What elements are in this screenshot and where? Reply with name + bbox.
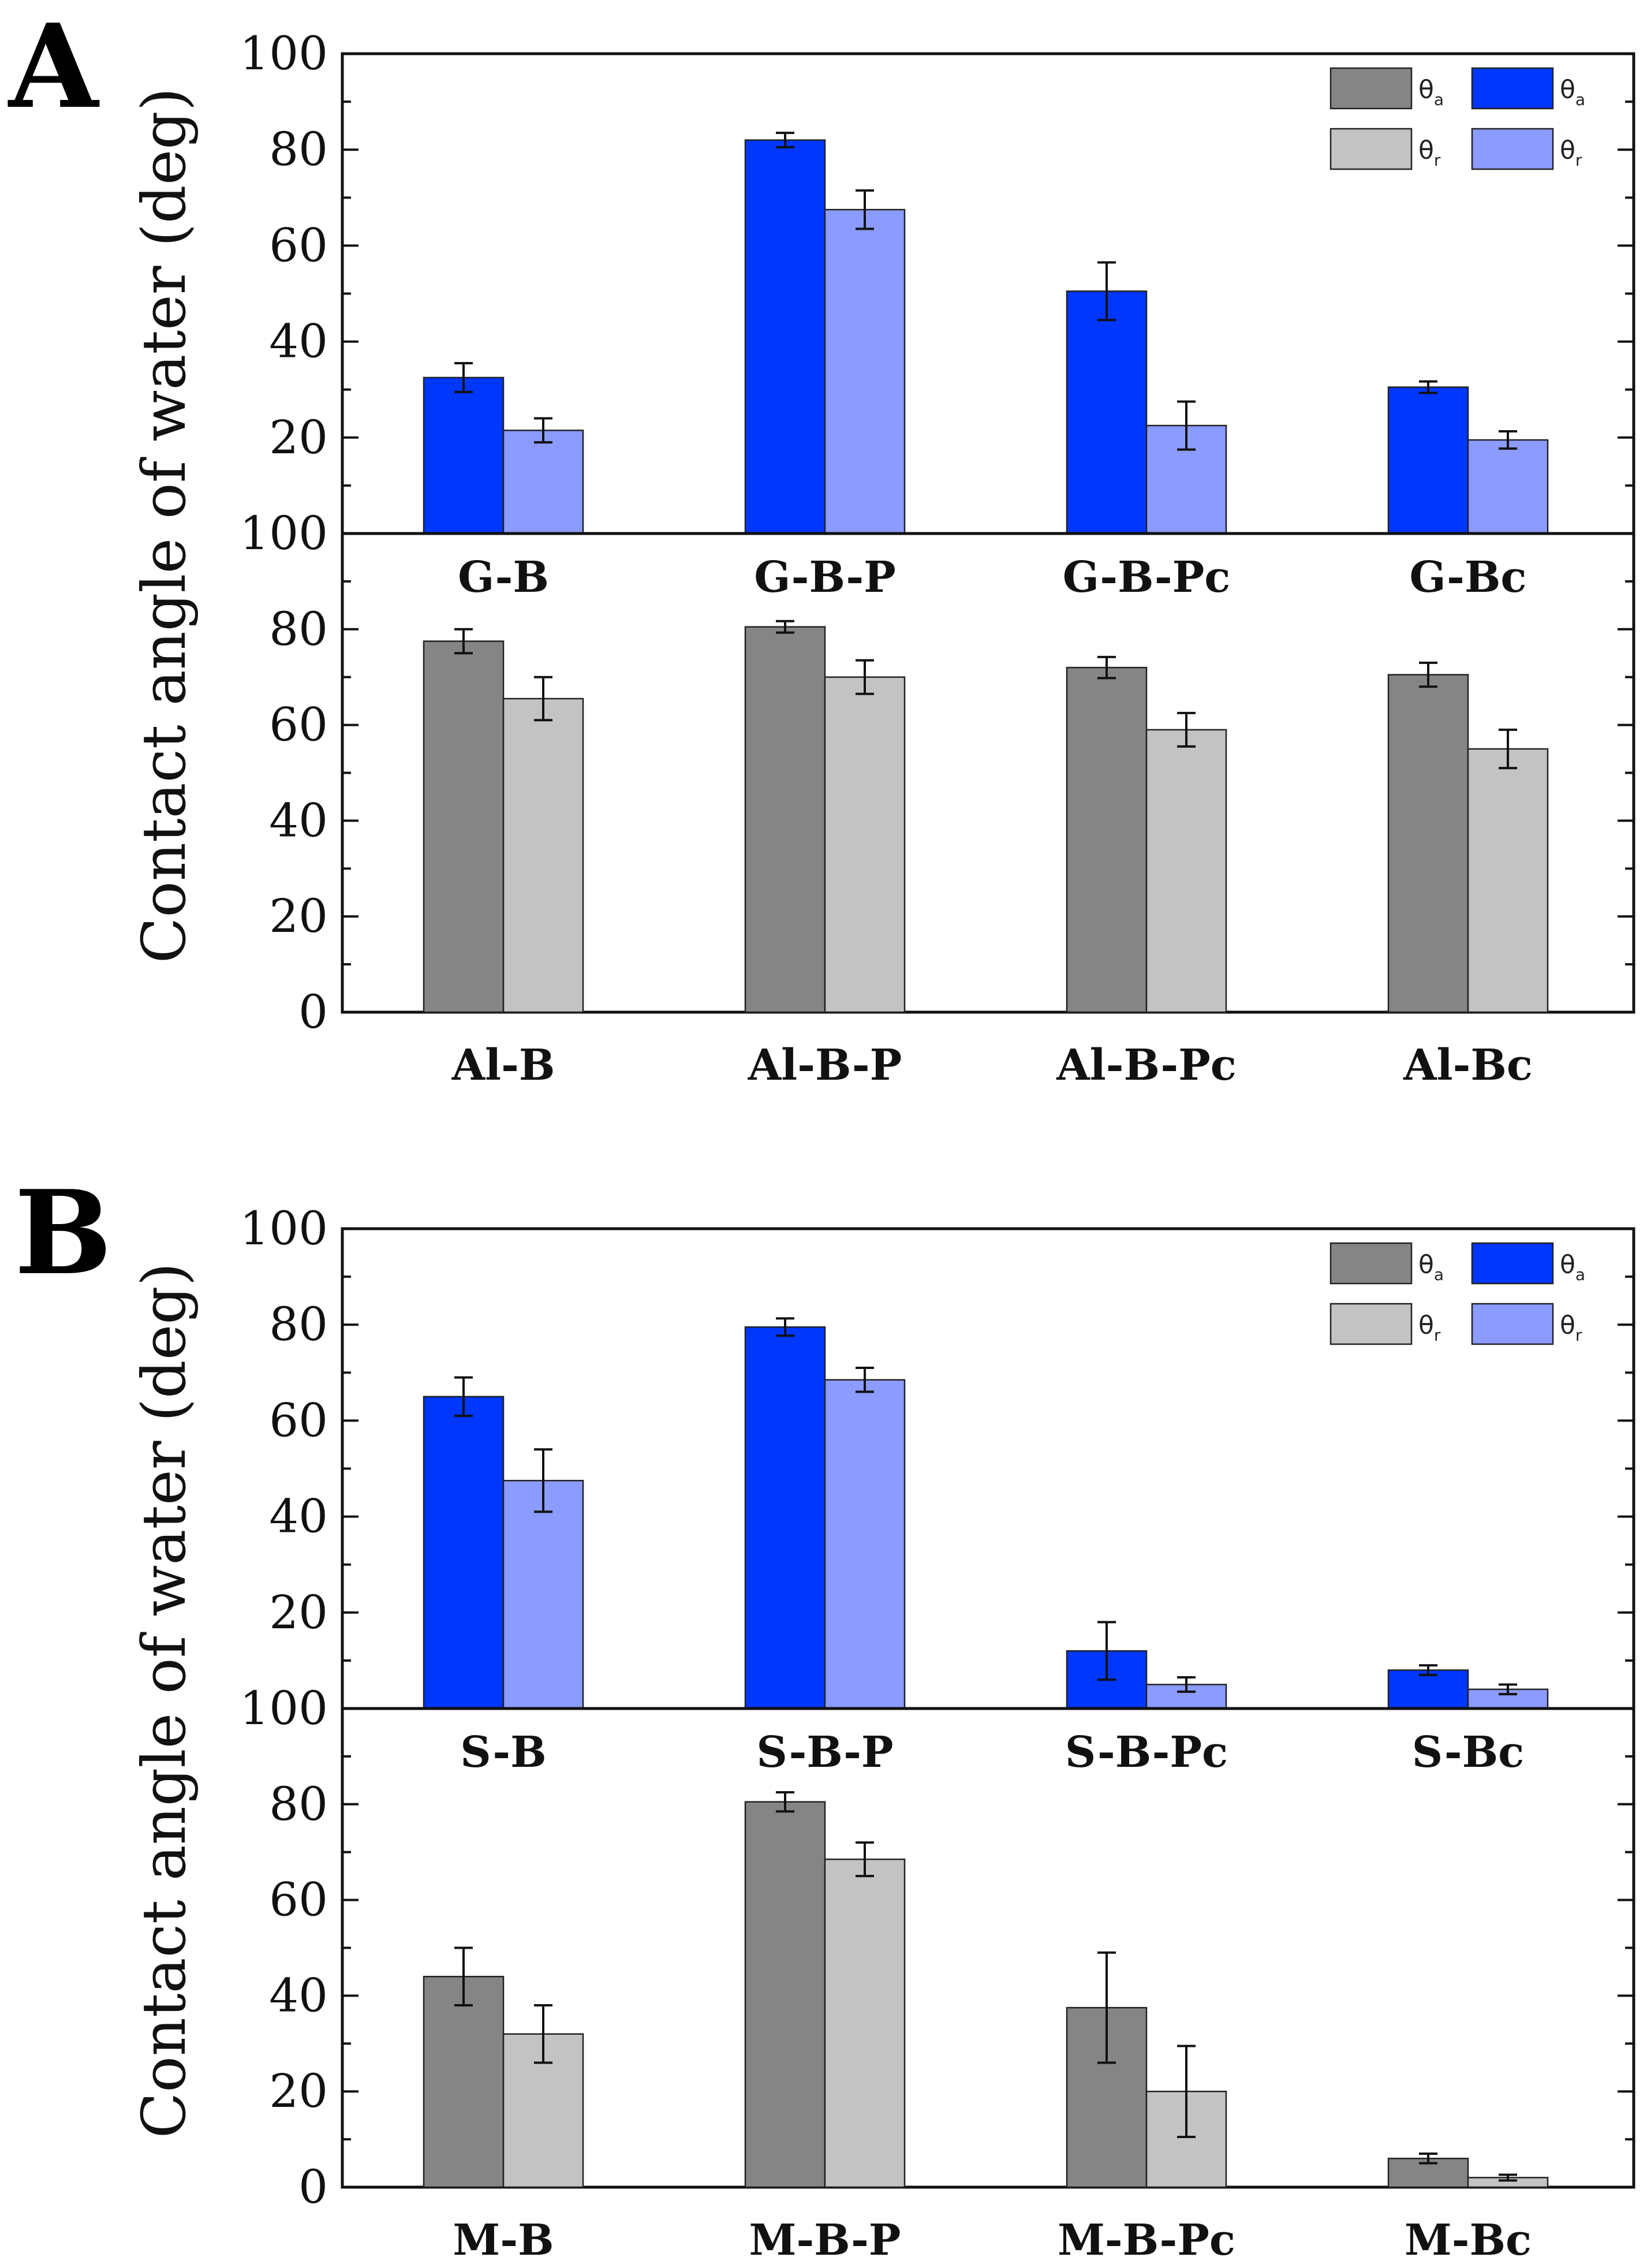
panel-letter-b: B — [14, 1165, 112, 1301]
y-tick-label: 80 — [269, 1297, 328, 1351]
bar — [824, 1858, 906, 2188]
y-tick-label: 60 — [269, 698, 328, 752]
bar — [423, 1975, 505, 2188]
category-label: Al-B — [451, 1040, 555, 1090]
bar — [1467, 439, 1549, 535]
category-label: G-B-P — [754, 553, 896, 602]
bar — [1387, 386, 1469, 535]
bar — [502, 697, 584, 1013]
bar — [744, 626, 826, 1013]
category-label: S-B — [460, 1728, 546, 1777]
category-label: M-B — [453, 2215, 554, 2265]
bar — [1387, 674, 1469, 1013]
y-axis-label-a: Contact angle of water (deg) — [129, 88, 199, 964]
legend-swatch — [1471, 1242, 1554, 1285]
category-label: M-Bc — [1405, 2215, 1532, 2265]
bars: G-B G-B-P G-B-Pc G-Bc — [423, 132, 1549, 602]
legend-swatch — [1329, 67, 1413, 110]
legend-swatch — [1471, 67, 1554, 110]
category-label: G-B-Pc — [1063, 553, 1231, 602]
legend-swatch — [1329, 128, 1413, 170]
legend-label: θr — [1418, 1311, 1441, 1345]
y-tick-label: 40 — [269, 793, 328, 847]
legend-label: θr — [1560, 136, 1582, 170]
bar — [502, 1480, 584, 1710]
category-label: Al-B-Pc — [1056, 1040, 1237, 1090]
legend-label: θr — [1418, 136, 1441, 170]
bar — [1066, 290, 1148, 535]
bar — [824, 208, 906, 535]
legend-swatch — [1329, 1242, 1413, 1285]
bars: S-B S-B-P S-B-Pc S-Bc — [423, 1317, 1549, 1777]
bar — [423, 1396, 505, 1710]
bars: Al-B Al-B-P Al-B-Pc Al-Bc — [423, 620, 1549, 1090]
bar — [1066, 666, 1148, 1013]
panel-a: A Contact angle of water (deg) G-B G-B-P G… — [8, 0, 1635, 1090]
bar — [1387, 1669, 1469, 1710]
legend-label: θa — [1560, 75, 1585, 109]
category-label: M-B-P — [749, 2215, 901, 2265]
y-tick-label: 20 — [269, 2064, 328, 2118]
legend-a: θa θa θr θr — [1329, 67, 1585, 170]
category-label: Al-Bc — [1403, 1040, 1533, 1090]
bar — [744, 139, 826, 535]
legend-swatch — [1471, 1303, 1554, 1345]
y-tick-label: 60 — [269, 218, 328, 272]
bar — [824, 1379, 906, 1710]
chart-top-a: G-B G-B-P G-B-Pc G-Bc 20 40 60 80 100 θa θa θr θr — [240, 27, 1635, 602]
y-tick-label: 80 — [269, 602, 328, 656]
chart-bottom-b: M-B M-B-P M-B-Pc M-Bc 0 20 40 60 80 100 — [240, 1681, 1635, 2265]
y-ticks: 20 40 60 80 100 — [240, 1202, 1634, 1710]
bar — [423, 640, 505, 1013]
category-label: G-Bc — [1410, 553, 1527, 602]
legend-swatch — [1471, 128, 1554, 170]
y-ticks: 0 20 40 60 80 100 — [240, 506, 1634, 1039]
chart-top-b: S-B S-B-P S-B-Pc S-Bc 20 40 60 80 100 θa θa θr θr — [240, 1202, 1635, 1777]
category-label: S-Bc — [1412, 1728, 1524, 1777]
legend-label: θa — [1560, 1250, 1585, 1284]
category-label: M-B-Pc — [1058, 2215, 1235, 2265]
y-tick-label: 100 — [240, 1202, 328, 1255]
legend-b: θa θa θr θr — [1329, 1242, 1585, 1345]
y-ticks: 20 40 60 80 100 — [240, 27, 1634, 535]
y-tick-label: 40 — [269, 1968, 328, 2022]
panel-b: B Contact angle of water (deg) S-B S-B-P S… — [14, 1165, 1635, 2265]
legend-swatch — [1329, 1303, 1413, 1345]
category-label: S-B-Pc — [1065, 1728, 1228, 1777]
y-tick-label: 20 — [269, 1586, 328, 1639]
y-tick-label: 100 — [240, 27, 328, 80]
y-axis-label-b: Contact angle of water (deg) — [129, 1263, 199, 2139]
bar — [744, 1801, 826, 2188]
bar — [744, 1326, 826, 1710]
panel-letter-a: A — [8, 0, 100, 135]
bar — [502, 430, 584, 535]
y-ticks: 0 20 40 60 80 100 — [240, 1681, 1634, 2214]
bars: M-B M-B-P M-B-Pc M-Bc — [423, 1791, 1549, 2265]
bar — [1145, 729, 1227, 1013]
bar — [824, 676, 906, 1013]
y-tick-label: 0 — [298, 985, 328, 1039]
legend-label: θa — [1418, 1250, 1444, 1284]
y-tick-label: 80 — [269, 1777, 328, 1831]
y-tick-label: 80 — [269, 122, 328, 176]
y-tick-label: 40 — [269, 1490, 328, 1543]
y-tick-label: 100 — [240, 1681, 328, 1735]
y-tick-label: 60 — [269, 1393, 328, 1447]
chart-bottom-a: Al-B Al-B-P Al-B-Pc Al-Bc 0 20 40 60 80 100 — [240, 506, 1635, 1090]
category-label: S-B-P — [756, 1728, 893, 1777]
bar — [1467, 748, 1549, 1013]
legend-label: θr — [1560, 1311, 1582, 1345]
y-tick-label: 60 — [269, 1873, 328, 1927]
y-tick-label: 0 — [298, 2160, 328, 2214]
y-tick-label: 40 — [269, 315, 328, 368]
legend-label: θa — [1418, 75, 1444, 109]
y-tick-label: 20 — [269, 411, 328, 464]
category-label: Al-B-P — [748, 1040, 902, 1090]
y-tick-label: 20 — [269, 889, 328, 943]
category-label: G-B — [458, 553, 549, 602]
bar — [423, 376, 505, 535]
y-tick-label: 100 — [240, 506, 328, 560]
